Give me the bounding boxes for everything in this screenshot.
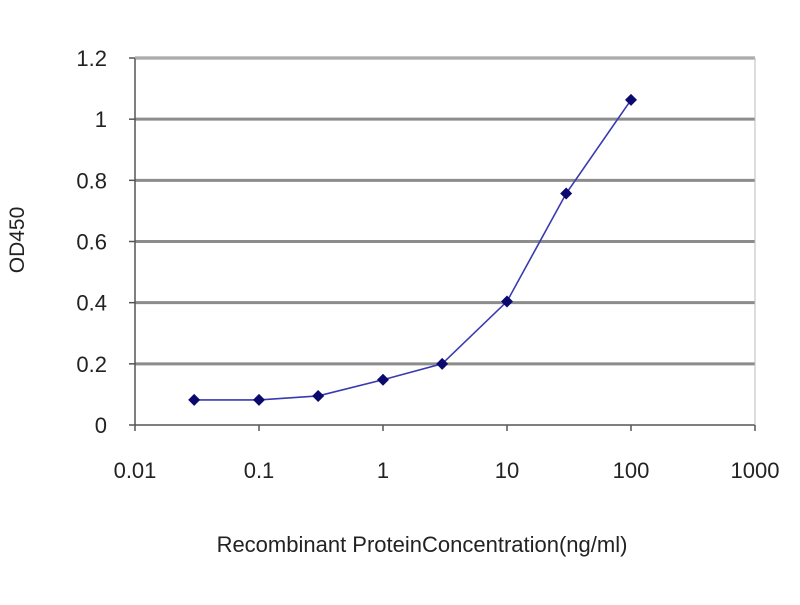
y-tick-label: 0 <box>95 413 107 438</box>
x-tick-label: 100 <box>613 458 650 483</box>
y-tick-label: 0.8 <box>76 168 107 193</box>
series-line <box>194 99 632 401</box>
y-tick-label: 1.2 <box>76 46 107 71</box>
x-tick-label: 0.01 <box>114 458 157 483</box>
y-axis-label: OD450 <box>6 207 29 274</box>
y-tick-label: 0.4 <box>76 291 107 316</box>
y-tick-label: 1 <box>95 107 107 132</box>
y-tick-label: 0.6 <box>76 230 107 255</box>
x-axis-label: Recombinant ProteinConcentration(ng/ml) <box>217 532 628 557</box>
gridlines <box>135 56 755 366</box>
data-point <box>560 187 573 200</box>
x-tick-label: 1 <box>377 458 389 483</box>
y-tick-labels: 0 0.2 0.4 0.6 0.8 1 1.2 <box>76 46 107 438</box>
data-point <box>436 357 449 370</box>
data-point <box>377 373 389 386</box>
axes <box>129 57 756 431</box>
data-point <box>188 393 201 406</box>
series <box>188 93 637 406</box>
x-tick-label: 10 <box>495 458 519 483</box>
y-tick-label: 0.2 <box>76 352 107 377</box>
data-point <box>625 93 637 106</box>
x-tick-label: 1000 <box>731 458 780 483</box>
data-point <box>253 393 265 406</box>
x-tick-labels: 0.01 0.1 1 10 100 1000 <box>114 458 780 483</box>
data-point <box>312 389 325 402</box>
data-point <box>501 295 513 308</box>
x-tick-label: 0.1 <box>244 458 275 483</box>
